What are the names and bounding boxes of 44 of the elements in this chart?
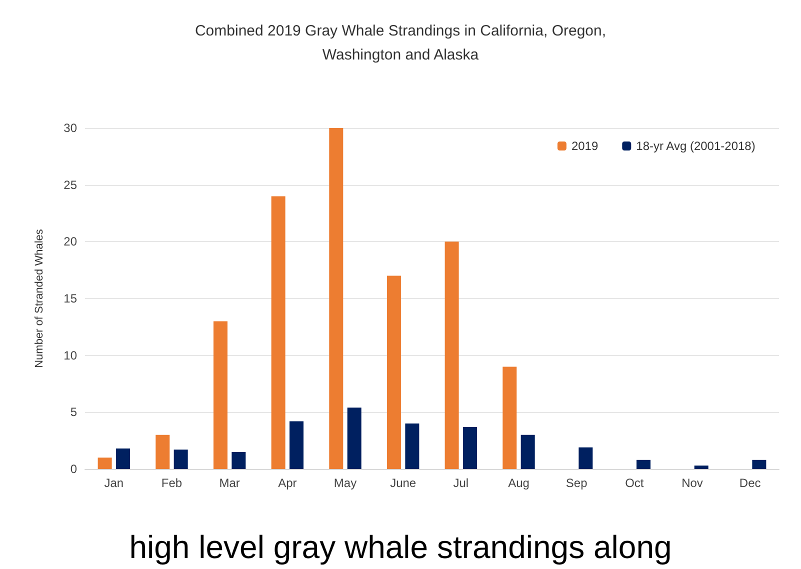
x-tick-label: Oct [625,476,644,490]
y-axis-title: Number of Stranded Whales [34,228,46,368]
x-tick-label: May [334,476,357,490]
bar [520,434,535,469]
x-tick-label: Feb [161,476,182,490]
y-tick-label: 15 [64,292,78,306]
bar [463,426,478,469]
x-tick-label: Apr [278,476,297,490]
chart-title: Combined 2019 Gray Whale Strandings in California, Oregon, Washington and Alaska [194,22,606,64]
bar [752,460,766,469]
bar [271,196,286,469]
bar [329,128,344,469]
bar [116,448,130,469]
bar [578,447,593,469]
x-tick-label: Jan [104,476,124,490]
legend-label: 18-yr Avg (2001-2018) [636,139,756,153]
bar [405,424,420,469]
y-tick-label: 30 [64,121,78,135]
bar [636,460,651,469]
bar [386,276,401,469]
x-tick-label: Aug [508,476,530,490]
bar [694,466,708,469]
x-tick-label: Sep [566,476,588,490]
x-tick-label: Dec [739,476,761,490]
x-tick-label: Jul [453,476,469,490]
bar [98,458,112,469]
text: high level gray whale strandings along [129,529,672,565]
bar [232,452,246,469]
y-tick-label: 5 [70,405,78,420]
bar [156,434,170,469]
x-tick-label: Nov [682,476,703,490]
bar [444,242,459,469]
y-tick-label: 25 [64,178,78,192]
bar [290,421,304,469]
bar [347,408,362,469]
legend-label: 2019 [571,139,598,153]
y-tick-label: 10 [64,348,78,362]
y-tick-label: 0 [70,462,78,476]
bar [213,321,228,469]
bar [502,366,517,469]
y-tick-label: 20 [64,234,78,249]
x-tick-label: June [390,476,416,490]
bar [174,450,188,469]
x-tick-label: Mar [219,476,240,490]
